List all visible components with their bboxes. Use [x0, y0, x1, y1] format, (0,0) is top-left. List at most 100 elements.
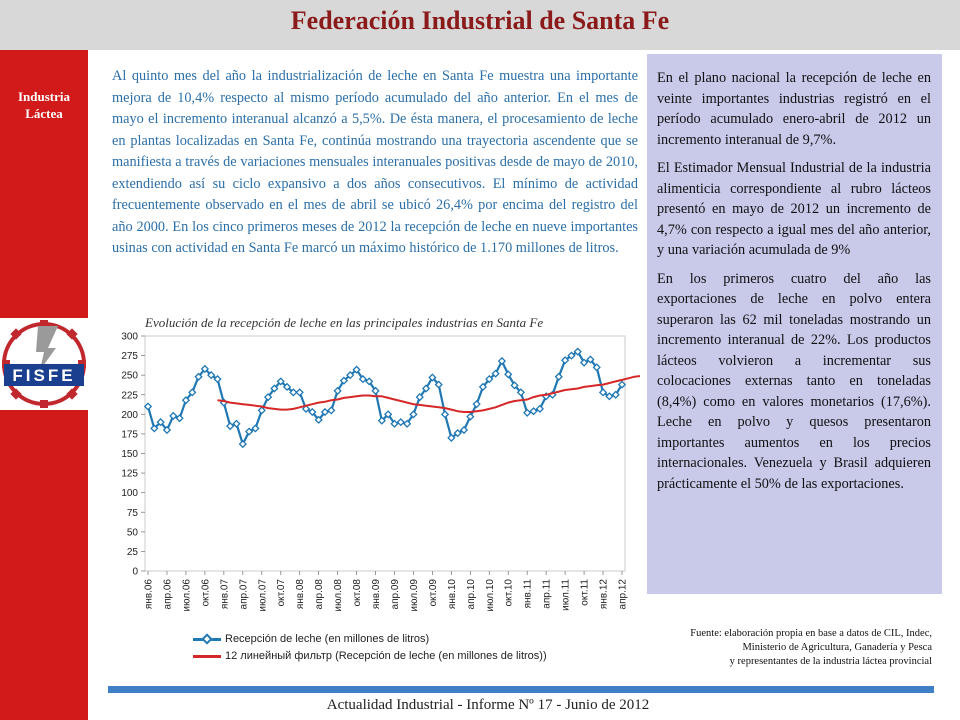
y-tick-label: 250	[121, 371, 138, 382]
footer-rule	[108, 686, 934, 693]
panel-paragraph: El Estimador Mensual Industrial de la in…	[657, 160, 931, 258]
data-point-reception	[156, 418, 165, 427]
fisfe-logo: FISFE	[0, 318, 88, 410]
y-tick-label: 25	[127, 547, 139, 558]
source-line: Ministerio de Agricultura, Ganadería y P…	[742, 642, 932, 653]
data-point-reception	[346, 371, 355, 380]
y-tick-label: 100	[121, 488, 138, 499]
data-point-reception	[200, 364, 209, 374]
x-tick-label: янв.09	[371, 579, 382, 610]
data-point-reception	[472, 400, 481, 409]
legend-item-reception: Recepción de leche (en millones de litro…	[193, 630, 547, 647]
data-point-reception	[339, 376, 349, 385]
x-tick-label: июл.10	[485, 579, 496, 612]
y-tick-label: 275	[121, 351, 138, 362]
y-tick-label: 200	[121, 410, 138, 421]
source-note: Fuente: elaboración propia en base a dat…	[648, 627, 932, 669]
data-point-reception	[504, 370, 513, 379]
data-point-reception	[561, 356, 570, 365]
data-point-reception	[478, 382, 488, 392]
x-tick-label: янв.08	[295, 579, 306, 610]
data-point-reception	[617, 380, 627, 389]
x-tick-label: апр.11	[542, 579, 553, 609]
x-tick-label: янв.06	[144, 579, 155, 610]
data-point-reception	[289, 388, 298, 397]
y-tick-label: 0	[132, 567, 138, 578]
data-point-reception	[314, 415, 323, 424]
data-point-reception	[598, 388, 608, 397]
data-point-reception	[586, 355, 595, 364]
chart-title: Evolución de la recepción de leche en la…	[145, 315, 544, 330]
logo-text: FISFE	[12, 366, 75, 385]
data-point-reception	[390, 419, 399, 428]
series-line-reception	[146, 350, 623, 446]
data-point-reception	[371, 386, 380, 395]
data-point-reception	[295, 388, 304, 397]
x-tick-label: окт.11	[580, 579, 591, 606]
data-point-reception	[308, 407, 317, 417]
data-point-reception	[592, 363, 601, 372]
data-point-reception	[497, 356, 507, 366]
data-point-reception	[491, 369, 500, 378]
data-point-reception	[257, 406, 266, 415]
legend-label-trend: 12 линейный фильтр (Recepción de leche (…	[225, 649, 547, 662]
data-point-reception	[510, 381, 519, 390]
x-tick-label: янв.10	[447, 579, 458, 610]
x-tick-label: июл.08	[333, 579, 344, 612]
data-point-reception	[377, 416, 386, 425]
data-point-reception	[453, 429, 462, 438]
x-tick-label: июл.07	[257, 579, 268, 612]
data-point-reception	[194, 372, 203, 381]
x-tick-label: янв.07	[219, 579, 230, 610]
data-point-reception	[409, 410, 418, 419]
x-tick-label: июл.09	[409, 579, 420, 612]
data-point-reception	[396, 418, 405, 427]
data-point-reception	[207, 371, 216, 380]
data-point-reception	[523, 408, 532, 417]
data-point-reception	[245, 427, 254, 436]
legend-label-reception: Recepción de leche (en millones de litro…	[225, 632, 430, 645]
data-point-reception	[226, 421, 235, 431]
y-tick-label: 125	[121, 469, 138, 480]
data-point-reception	[554, 372, 563, 381]
x-tick-label: июл.11	[561, 579, 572, 611]
section-label-line1: Industria	[17, 89, 71, 104]
y-tick-label: 225	[121, 390, 138, 401]
section-label-line2: Láctea	[25, 106, 63, 121]
data-point-reception	[232, 419, 241, 428]
data-point-reception	[282, 382, 292, 392]
data-point-reception	[447, 433, 456, 442]
data-point-reception	[251, 424, 260, 433]
national-context-panel: En el plano nacional la recepción de lec…	[647, 54, 942, 594]
y-tick-label: 50	[127, 527, 139, 538]
series-line-trend	[217, 375, 640, 413]
header-bar	[0, 0, 960, 50]
panel-paragraph: En el plano nacional la recepción de lec…	[657, 70, 931, 148]
x-tick-label: окт.07	[276, 579, 287, 607]
data-point-reception	[352, 365, 361, 374]
data-point-reception	[384, 410, 393, 419]
chart-legend: Recepción de leche (en millones de litro…	[193, 630, 547, 664]
data-point-reception	[605, 392, 614, 401]
data-point-reception	[327, 406, 336, 415]
data-point-reception	[459, 425, 469, 435]
data-point-reception	[175, 414, 184, 423]
x-tick-label: апр.10	[466, 579, 477, 610]
y-tick-label: 175	[121, 429, 138, 440]
fisfe-logo-graphic: FISFE	[2, 320, 86, 408]
legend-item-trend: 12 линейный фильтр (Recepción de leche (…	[193, 647, 547, 664]
source-line: y representantes de la industria láctea …	[729, 656, 932, 667]
page-title: Federación Industrial de Santa Fe	[290, 6, 670, 35]
data-point-reception	[181, 396, 191, 405]
data-point-reception	[421, 384, 431, 393]
legend-swatch-reception	[193, 632, 221, 645]
x-tick-label: июл.06	[181, 579, 192, 612]
milk-reception-chart: 0 25 50 75 100 125 150 175 200 225 250 275 300 янв.06…	[121, 332, 640, 612]
x-tick-label: апр.07	[238, 579, 249, 610]
x-tick-label: окт.10	[504, 579, 515, 607]
x-tick-label: апр.12	[618, 579, 629, 610]
data-point-reception	[434, 380, 443, 389]
x-tick-label: янв.11	[523, 579, 534, 609]
plot-area	[144, 335, 626, 572]
footer-text: Actualidad Industrial - Informe Nº 17 - …	[326, 697, 650, 713]
